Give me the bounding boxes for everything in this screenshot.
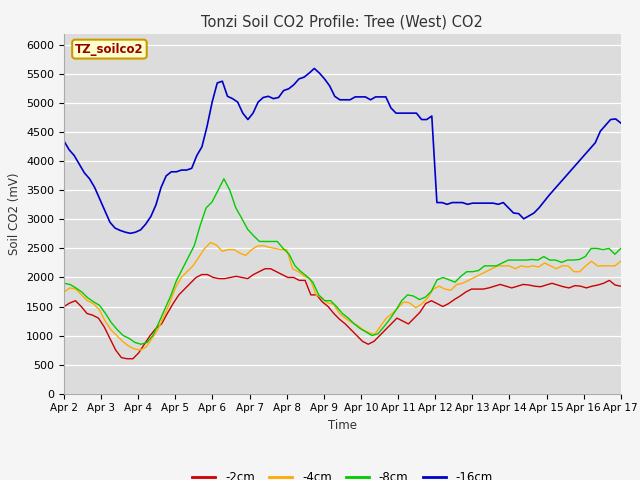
Y-axis label: Soil CO2 (mV): Soil CO2 (mV) [8, 172, 20, 255]
Title: Tonzi Soil CO2 Profile: Tree (West) CO2: Tonzi Soil CO2 Profile: Tree (West) CO2 [202, 15, 483, 30]
Legend: -2cm, -4cm, -8cm, -16cm: -2cm, -4cm, -8cm, -16cm [187, 466, 498, 480]
Text: TZ_soilco2: TZ_soilco2 [75, 43, 144, 56]
X-axis label: Time: Time [328, 419, 357, 432]
